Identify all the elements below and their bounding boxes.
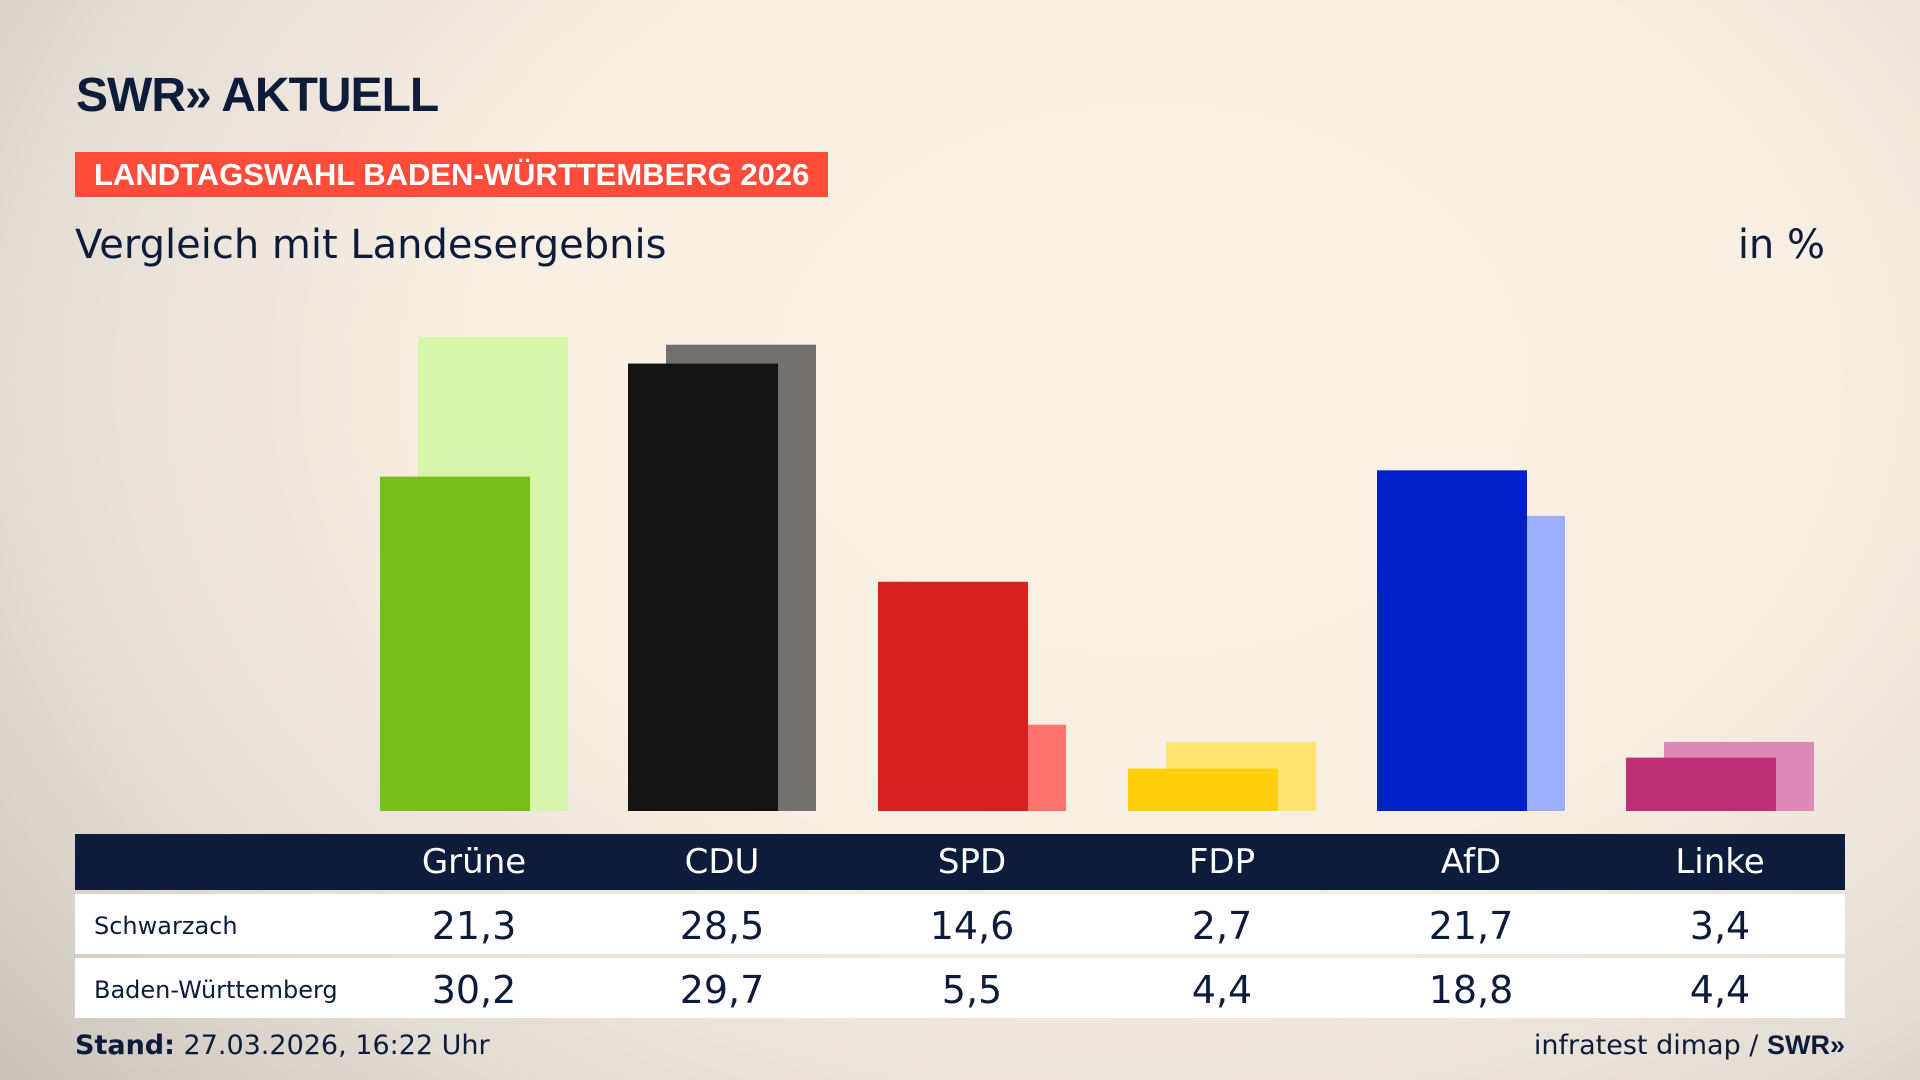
- value-cell: 4,4: [1689, 968, 1751, 1012]
- swr-logo: SWR»: [1766, 1030, 1845, 1060]
- value-cell: 29,7: [679, 968, 765, 1012]
- source: infratest dimap / SWR»: [1534, 1030, 1845, 1061]
- value-cell: 21,7: [1428, 904, 1514, 948]
- table-row-state: Baden-Württemberg 30,2 29,7 5,5 4,4 18,8 4,4: [75, 958, 1845, 1018]
- unit-label: in %: [1737, 222, 1825, 268]
- row-label: Baden-Württemberg: [94, 976, 338, 1004]
- value-cell: 4,4: [1191, 968, 1253, 1012]
- value-cell: 18,8: [1428, 968, 1514, 1012]
- value-cell: 21,3: [431, 904, 517, 948]
- bar-local-fdp: [1128, 768, 1278, 811]
- bar-local-grüne: [380, 476, 530, 811]
- column-header: Grüne: [421, 842, 527, 882]
- results-table: Grüne CDU SPD FDP AfD Linke Schwarzach 21,3 28…: [75, 834, 1845, 1018]
- row-label: Schwarzach: [94, 912, 238, 940]
- column-header: Linke: [1675, 842, 1765, 882]
- value-cell: 14,6: [929, 904, 1015, 948]
- bar-local-afd: [1377, 470, 1527, 811]
- timestamp: Stand: 27.03.2026, 16:22 Uhr: [75, 1030, 490, 1061]
- value-cell: 30,2: [431, 968, 517, 1012]
- column-header: SPD: [937, 842, 1007, 882]
- table-row-local: Schwarzach 21,3 28,5 14,6 2,7 21,7 3,4: [75, 894, 1845, 954]
- table-header: Grüne CDU SPD FDP AfD Linke: [75, 834, 1845, 890]
- bar-local-spd: [878, 581, 1028, 811]
- stand-label: Stand:: [75, 1030, 175, 1061]
- value-cell: 2,7: [1191, 904, 1253, 948]
- source-text: infratest dimap /: [1533, 1030, 1767, 1061]
- column-header: AfD: [1440, 842, 1502, 882]
- swr-aktuell-logo: SWR» AKTUELL: [76, 69, 439, 122]
- value-cell: 5,5: [941, 968, 1003, 1012]
- value-cell: 3,4: [1689, 904, 1751, 948]
- stand-value: 27.03.2026, 16:22 Uhr: [183, 1030, 490, 1061]
- election-banner: LANDTAGSWAHL BADEN-WÜRTTEMBERG 2026: [75, 152, 829, 197]
- bar-local-linke: [1626, 757, 1776, 811]
- value-cell: 28,5: [679, 904, 765, 948]
- column-header: CDU: [684, 842, 760, 882]
- chart-subtitle: Vergleich mit Landesergebnis: [75, 222, 667, 268]
- column-header: FDP: [1188, 842, 1256, 882]
- bar-local-cdu: [628, 363, 778, 811]
